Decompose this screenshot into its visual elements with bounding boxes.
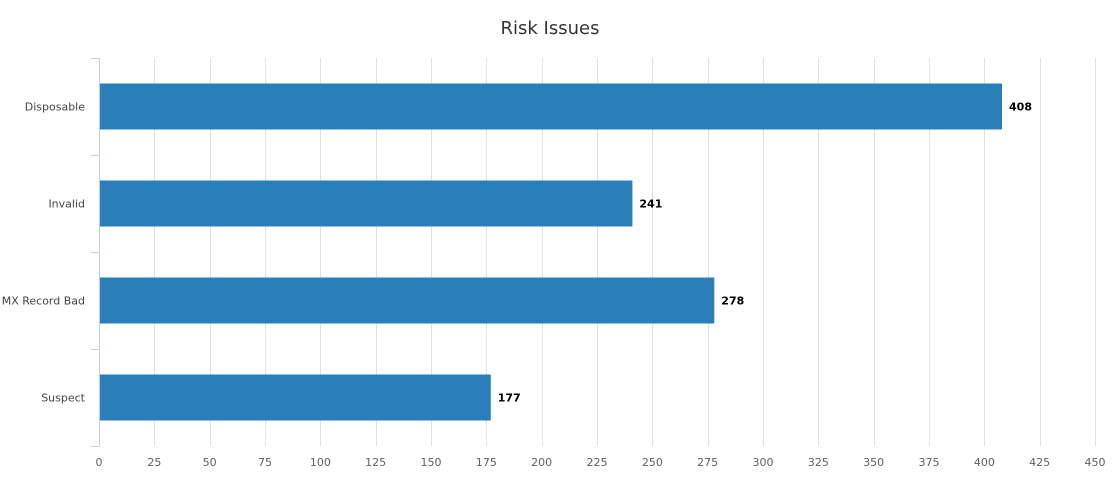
x-tick-label: 175 bbox=[476, 456, 497, 469]
x-tick-label: 325 bbox=[808, 456, 829, 469]
x-tick-label: 150 bbox=[421, 456, 442, 469]
x-tick-label: 225 bbox=[587, 456, 608, 469]
x-tick-label: 250 bbox=[642, 456, 663, 469]
x-tick-label: 300 bbox=[753, 456, 774, 469]
x-tick-label: 375 bbox=[919, 456, 940, 469]
x-tick-label: 350 bbox=[863, 456, 884, 469]
x-tick-label: 425 bbox=[1029, 456, 1050, 469]
x-tick-label: 0 bbox=[96, 456, 103, 469]
bar bbox=[100, 83, 1003, 130]
x-tick-label: 275 bbox=[697, 456, 718, 469]
data-label: 408 bbox=[1009, 101, 1032, 114]
x-tick-label: 200 bbox=[531, 456, 552, 469]
x-tick-label: 450 bbox=[1085, 456, 1106, 469]
data-label: 278 bbox=[721, 295, 744, 308]
data-label: 241 bbox=[639, 198, 662, 211]
category-label: MX Record Bad bbox=[2, 295, 85, 308]
x-tick-label: 75 bbox=[258, 456, 272, 469]
data-label: 177 bbox=[498, 392, 521, 405]
bar bbox=[100, 180, 633, 227]
chart-title: Risk Issues bbox=[500, 18, 600, 39]
bar bbox=[100, 277, 715, 324]
category-label: Disposable bbox=[25, 101, 85, 114]
x-tick-label: 125 bbox=[365, 456, 386, 469]
category-label: Suspect bbox=[41, 392, 85, 405]
x-tick-label: 50 bbox=[203, 456, 217, 469]
bar bbox=[100, 374, 491, 421]
x-tick-label: 25 bbox=[147, 456, 161, 469]
x-tick-label: 100 bbox=[310, 456, 331, 469]
x-tick-label: 400 bbox=[974, 456, 995, 469]
category-label: Invalid bbox=[48, 198, 85, 211]
